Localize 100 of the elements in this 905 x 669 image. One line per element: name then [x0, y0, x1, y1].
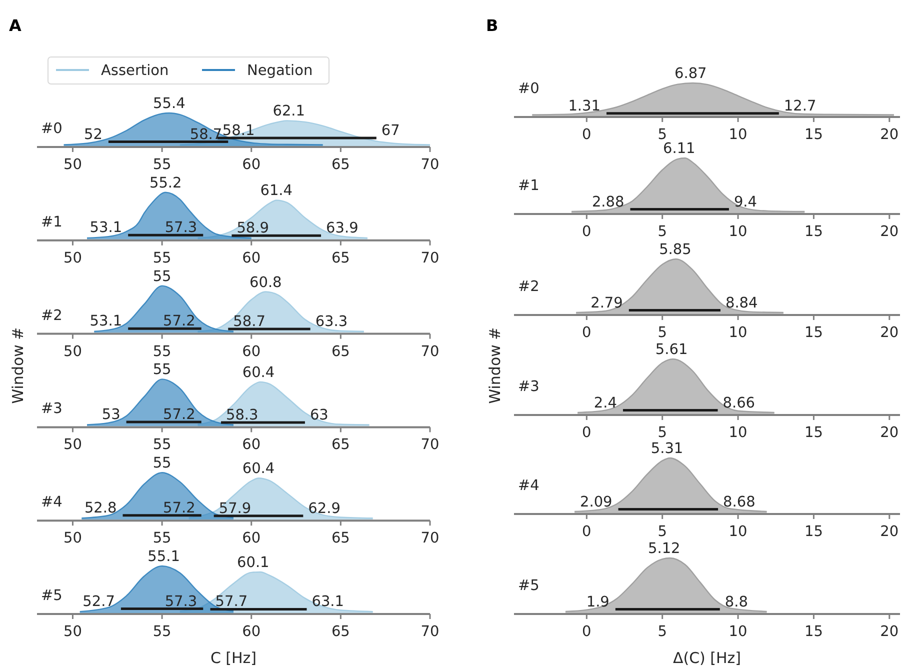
annotation: 67 [381, 122, 400, 139]
x-tick-label: 50 [64, 250, 82, 266]
annotation: 55 [152, 456, 172, 472]
x-tick-label: 20 [880, 624, 899, 640]
x-tick-label: 10 [728, 224, 748, 240]
annotation: 52 [84, 126, 102, 143]
x-tick-label: 50 [64, 157, 82, 173]
x-tick-label: 10 [728, 624, 748, 640]
x-tick-label: 15 [804, 524, 823, 540]
x-tick-label: 60 [242, 344, 261, 360]
x-tick-label: 15 [804, 127, 823, 143]
annotation: 52.7 [82, 594, 115, 610]
x-tick-label: 70 [420, 530, 440, 547]
annotation: 2.88 [592, 194, 624, 210]
annotation: 58.3 [226, 407, 258, 424]
annotation: #3 [518, 379, 540, 395]
annotation: 63 [310, 407, 328, 424]
annotation: 6.87 [674, 66, 707, 82]
annotation: 5.61 [655, 342, 688, 358]
x-tick-label: 55 [152, 437, 172, 454]
x-tick-label: 15 [804, 224, 823, 240]
annotation: #3 [41, 401, 62, 418]
x-tick-label: 20 [880, 224, 899, 240]
x-tick-label: 60 [242, 157, 261, 173]
annotation: 8.8 [724, 594, 748, 610]
y-axis-title: Window # [9, 327, 27, 404]
x-tick-label: 70 [420, 437, 440, 454]
annotation: 1.9 [586, 594, 610, 610]
x-tick-label: 65 [331, 344, 350, 360]
annotation: 53.1 [90, 220, 122, 236]
annotation: 58.1 [222, 122, 255, 139]
annotation: 57.3 [164, 594, 198, 610]
annotation: #4 [41, 494, 62, 511]
x-tick-label: 55 [152, 157, 172, 173]
x-tick-label: 20 [880, 127, 899, 143]
x-tick-label: 55 [152, 530, 172, 547]
annotation: #5 [518, 578, 540, 594]
x-tick-label: 0 [582, 325, 592, 341]
x-tick-label: 50 [64, 344, 82, 360]
x-tick-label: 10 [728, 524, 748, 540]
annotation: 57.2 [163, 314, 196, 330]
x-tick-label: 0 [582, 425, 592, 441]
annotation: 6.11 [663, 141, 696, 157]
annotation: 5.12 [648, 541, 680, 557]
x-tick-label: 5 [658, 425, 667, 441]
annotation: #2 [518, 279, 540, 295]
annotation: 55.2 [149, 175, 182, 192]
x-tick-label: 70 [420, 157, 440, 173]
x-tick-label: 65 [331, 437, 350, 454]
x-tick-label: 0 [582, 624, 592, 640]
annotation: 63.9 [326, 220, 358, 237]
x-tick-label: 60 [242, 530, 261, 547]
legend-label: Assertion [101, 63, 169, 79]
x-tick-label: 5 [658, 325, 667, 341]
annotation: 63.1 [312, 594, 344, 610]
annotation: #4 [518, 478, 540, 494]
annotation: 8.66 [722, 395, 756, 412]
x-tick-label: 50 [64, 624, 82, 640]
x-tick-label: 10 [728, 127, 748, 143]
annotation: 53.1 [90, 314, 122, 330]
annotation: 55 [152, 362, 172, 378]
annotation: 57.9 [218, 500, 252, 517]
x-tick-label: 5 [658, 127, 667, 143]
x-tick-label: 5 [658, 524, 667, 540]
annotation: #0 [41, 121, 62, 137]
annotation: 61.4 [260, 183, 293, 200]
chart-title: B [486, 16, 498, 35]
x-tick-label: 55 [152, 344, 172, 360]
annotation: 5.31 [650, 441, 684, 457]
annotation: 2.4 [594, 395, 617, 412]
legend-label: Negation [247, 63, 313, 79]
x-tick-label: 0 [582, 524, 592, 540]
annotation: #2 [41, 308, 62, 324]
x-tick-label: 50 [64, 437, 82, 454]
chart-title: A [9, 16, 22, 35]
x-tick-label: 60 [242, 437, 261, 454]
x-tick-label: 10 [728, 325, 748, 341]
annotation: 62.1 [272, 104, 306, 120]
x-tick-label: 70 [420, 344, 440, 360]
annotation: #5 [41, 588, 62, 604]
annotation: 1.31 [568, 98, 600, 114]
x-tick-label: 0 [582, 224, 592, 240]
annotation: 52.8 [84, 500, 117, 516]
annotation: 55.4 [153, 96, 186, 112]
annotation: 60.4 [242, 364, 275, 381]
x-tick-label: 55 [152, 250, 172, 266]
x-tick-label: 65 [331, 250, 350, 266]
x-tick-label: 65 [331, 624, 350, 640]
x-tick-label: 15 [804, 624, 823, 640]
annotation: 9.4 [734, 194, 758, 210]
x-tick-label: 60 [242, 250, 261, 266]
annotation: 63.3 [315, 314, 348, 330]
annotation: 55.1 [148, 549, 180, 565]
x-tick-label: 15 [804, 325, 823, 341]
x-tick-label: 60 [242, 624, 261, 640]
x-tick-label: 65 [331, 530, 350, 547]
annotation: 2.79 [590, 295, 623, 312]
annotation: 60.8 [250, 274, 282, 291]
annotation: 57.2 [163, 500, 196, 516]
y-axis-title: Window # [486, 327, 504, 404]
